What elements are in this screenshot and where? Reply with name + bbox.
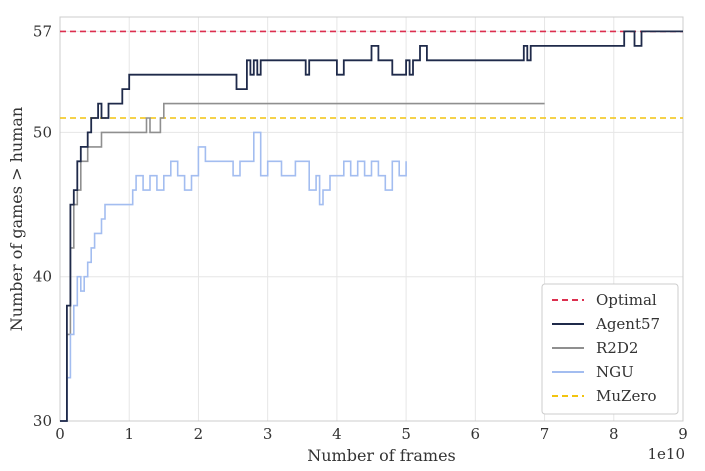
legend-label-muzero: MuZero [596, 387, 657, 405]
y-tick-label: 30 [33, 412, 52, 430]
y-axis-label: Number of games > human [7, 107, 26, 331]
y-axis-ticks: 30 40 50 57 [33, 22, 52, 430]
x-tick-label: 6 [471, 425, 481, 443]
x-tick-label: 5 [401, 425, 411, 443]
x-tick-label: 4 [332, 425, 342, 443]
legend-label-r2d2: R2D2 [596, 339, 638, 357]
series-line-ngu [60, 131, 407, 422]
x-tick-label: 7 [540, 425, 550, 443]
y-tick-label: 50 [33, 123, 52, 141]
x-tick-label: 8 [609, 425, 619, 443]
x-tick-label: 1 [124, 425, 134, 443]
x-tick-label: 3 [263, 425, 273, 443]
x-axis-label: Number of frames [307, 446, 456, 465]
series-layer [60, 30, 683, 422]
x-tick-label: 9 [678, 425, 688, 443]
x-tick-label: 0 [55, 425, 65, 443]
legend-label-optimal: Optimal [596, 291, 657, 309]
x-axis-ticks: 0 1 2 3 4 5 6 7 8 9 [55, 425, 688, 443]
series-line-r2d2 [60, 102, 545, 422]
legend: Optimal Agent57 R2D2 NGU MuZero [541, 283, 679, 415]
x-tick-label: 2 [194, 425, 204, 443]
x-axis-offset-label: 1e10 [647, 445, 685, 463]
legend-label-ngu: NGU [596, 363, 634, 381]
plot-area [59, 16, 684, 422]
legend-box [541, 283, 679, 415]
legend-label-agent57: Agent57 [595, 315, 660, 333]
y-tick-label: 57 [33, 22, 52, 40]
series-line-agent57 [60, 30, 683, 422]
y-tick-label: 40 [33, 268, 52, 286]
